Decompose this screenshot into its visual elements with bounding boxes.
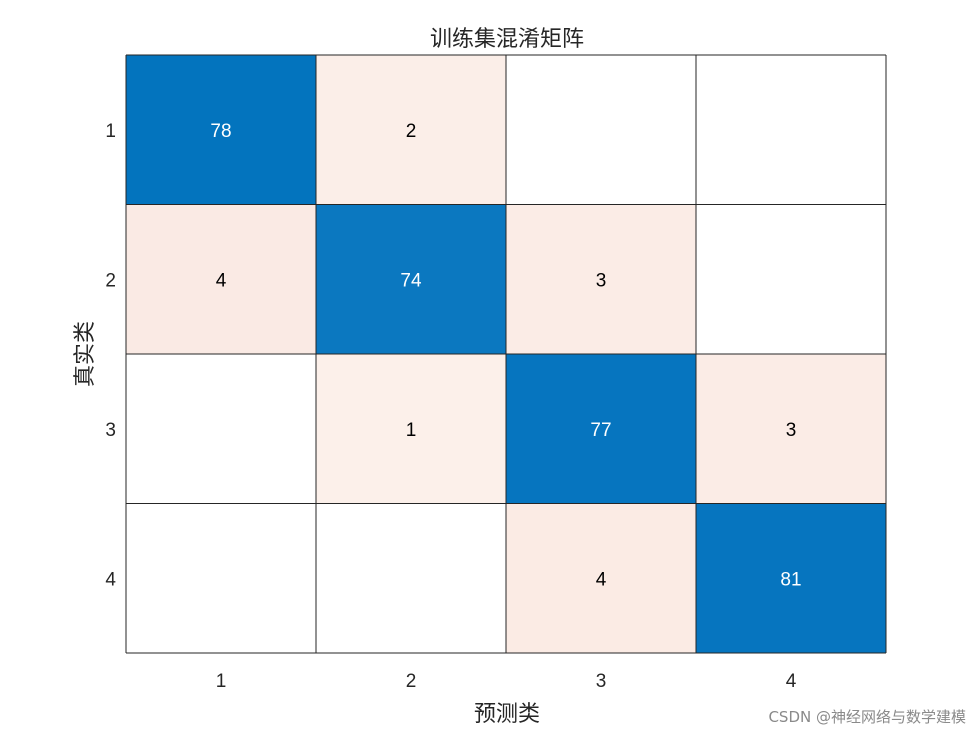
matrix-cells: 78 2 4 74 3 1 77 3 4 81 bbox=[126, 55, 886, 653]
matrix-cell-2-4 bbox=[696, 204, 886, 354]
cell-value-4-3: 4 bbox=[596, 569, 607, 590]
matrix-cell-2-2 bbox=[316, 204, 506, 354]
matrix-cell-4-1 bbox=[126, 503, 316, 653]
matrix-cell-3-3 bbox=[506, 354, 696, 504]
cell-value-3-3: 77 bbox=[590, 420, 611, 441]
cell-value-2-3: 3 bbox=[596, 270, 607, 291]
x-tick-labels: 1 2 3 4 bbox=[216, 671, 797, 692]
matrix-cell-4-4 bbox=[696, 503, 886, 653]
matrix-cell-2-1 bbox=[126, 204, 316, 354]
matrix-cell-4-2 bbox=[316, 503, 506, 653]
matrix-cell-2-3 bbox=[506, 204, 696, 354]
matrix-cell-3-1 bbox=[126, 354, 316, 504]
matrix-grid bbox=[125, 54, 887, 654]
x-tick-label: 4 bbox=[786, 671, 797, 692]
cell-value-3-4: 3 bbox=[786, 420, 797, 441]
watermark: CSDN @神经网络与数学建模 bbox=[768, 708, 966, 726]
y-tick-labels: 1 2 3 4 bbox=[105, 121, 116, 591]
cell-value-2-2: 74 bbox=[400, 270, 422, 291]
cell-value-4-4: 81 bbox=[780, 569, 801, 590]
cell-value-3-2: 1 bbox=[406, 420, 417, 441]
y-tick-label: 1 bbox=[105, 121, 116, 142]
matrix-cell-1-4 bbox=[696, 55, 886, 205]
y-tick-label: 2 bbox=[105, 270, 116, 291]
x-tick-label: 2 bbox=[406, 671, 417, 692]
matrix-cell-1-2 bbox=[316, 55, 506, 205]
y-tick-label: 4 bbox=[105, 569, 116, 590]
matrix-cell-4-3 bbox=[506, 503, 696, 653]
matrix-cell-3-2 bbox=[316, 354, 506, 504]
x-tick-label: 3 bbox=[596, 671, 607, 692]
chart-title: 训练集混淆矩阵 bbox=[430, 27, 584, 52]
x-tick-label: 1 bbox=[216, 671, 227, 692]
cell-value-1-2: 2 bbox=[406, 121, 417, 142]
matrix-cell-1-3 bbox=[506, 55, 696, 205]
cell-value-2-1: 4 bbox=[216, 270, 227, 291]
matrix-cell-3-4 bbox=[696, 354, 886, 504]
cell-value-1-1: 78 bbox=[210, 121, 231, 142]
matrix-cell-1-1 bbox=[126, 55, 316, 205]
x-axis-label: 预测类 bbox=[474, 702, 540, 727]
y-axis-label: 真实类 bbox=[73, 321, 98, 387]
y-tick-label: 3 bbox=[105, 420, 116, 441]
